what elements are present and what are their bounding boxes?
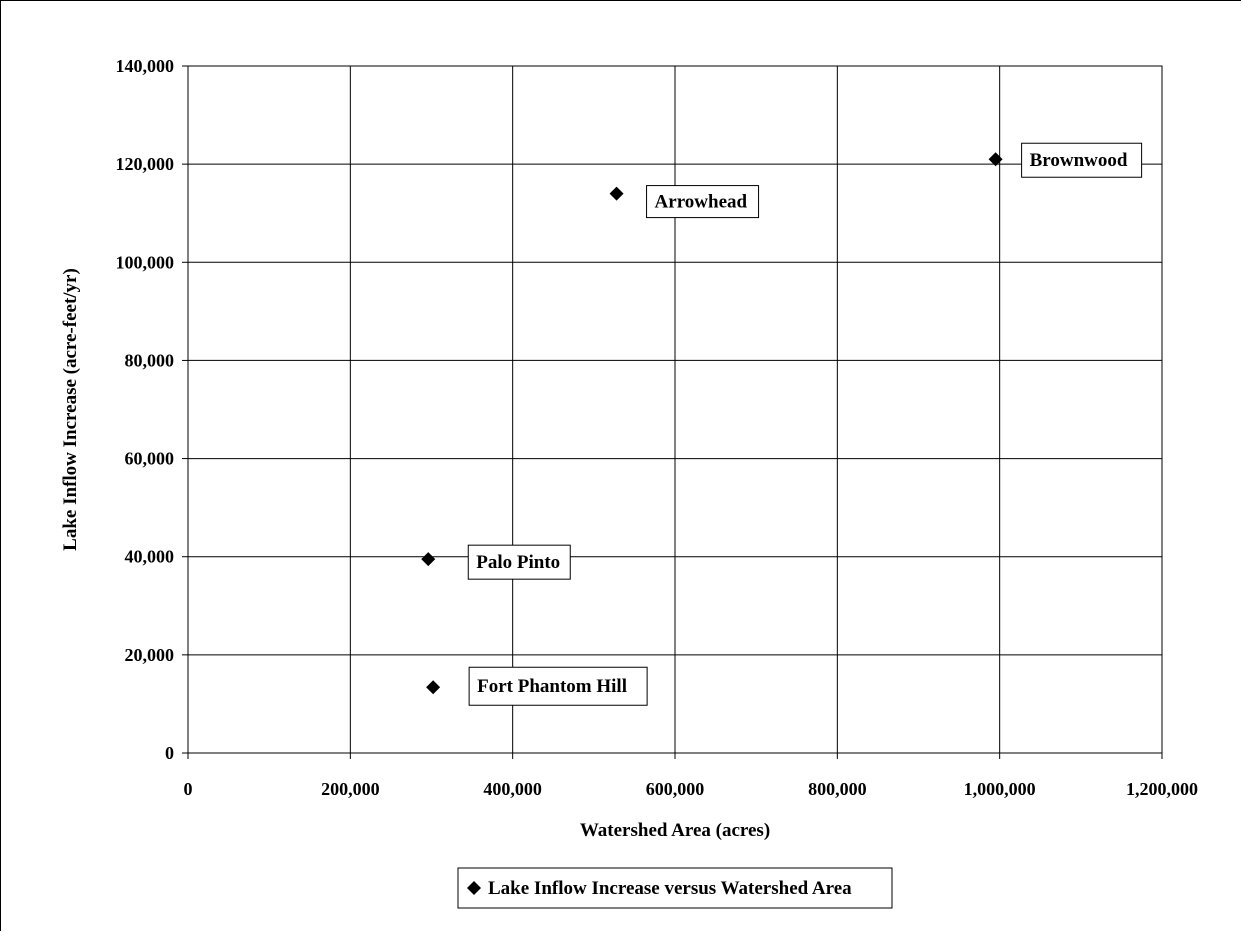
x-tick-label: 1,000,000 xyxy=(964,779,1036,799)
x-axis-ticks: 0 200,000 400,000 600,000 800,000 1,000,000 1,… xyxy=(184,753,1198,799)
data-point-marker xyxy=(421,552,436,567)
grid-lines xyxy=(187,65,1163,754)
y-tick-label: 20,000 xyxy=(125,645,175,665)
y-tick-label: 80,000 xyxy=(125,350,175,370)
legend: Lake Inflow Increase versus Watershed Ar… xyxy=(457,867,893,909)
y-axis-title: Lake Inflow Increase (acre-feet/yr) xyxy=(60,268,81,551)
x-tick-label: 400,000 xyxy=(483,779,542,799)
y-axis-ticks: 0 20,000 40,000 60,000 80,000 100,000 120,000 1… xyxy=(116,56,188,763)
y-tick-label: 60,000 xyxy=(125,449,175,469)
data-point-marker xyxy=(426,680,441,695)
legend-label: Lake Inflow Increase versus Watershed Ar… xyxy=(488,878,852,899)
data-point-label: Brownwood xyxy=(1030,150,1128,171)
x-axis-title: Watershed Area (acres) xyxy=(580,820,770,841)
data-label-box xyxy=(467,544,571,580)
data-point-label: Fort Phantom Hill xyxy=(477,676,627,697)
data-label-box xyxy=(646,185,760,219)
legend-diamond-marker xyxy=(467,881,481,895)
x-tick-label: 600,000 xyxy=(646,779,705,799)
x-tick-label: 1,200,000 xyxy=(1126,779,1198,799)
y-tick-label: 0 xyxy=(165,743,174,763)
y-tick-label: 120,000 xyxy=(116,154,175,174)
data-point-marker xyxy=(609,186,624,201)
y-tick-label: 100,000 xyxy=(116,252,175,272)
legend-box xyxy=(457,867,893,909)
y-tick-label: 140,000 xyxy=(116,56,175,76)
x-tick-label: 0 xyxy=(184,779,193,799)
data-point-marker xyxy=(988,152,1003,167)
data-points: Brownwood Arrowhead Palo Pinto Fort Phantom… xyxy=(421,142,1143,706)
x-tick-label: 200,000 xyxy=(321,779,380,799)
y-tick-label: 40,000 xyxy=(125,547,175,567)
data-label-box xyxy=(1021,142,1143,178)
data-point-label: Arrowhead xyxy=(655,192,748,213)
x-tick-label: 800,000 xyxy=(808,779,867,799)
data-label-box xyxy=(468,666,648,706)
data-point-label: Palo Pinto xyxy=(476,552,560,573)
